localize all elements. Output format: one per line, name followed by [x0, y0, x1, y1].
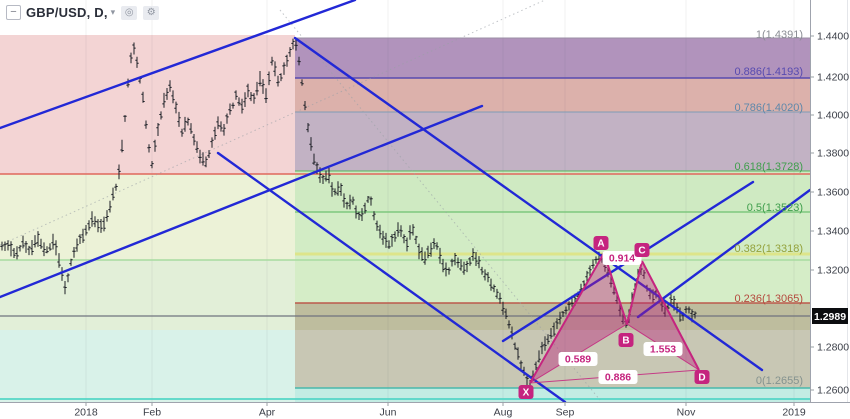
pattern-xabcd[interactable]: 0.914 0.589 0.886 1.553 X A B C D — [518, 236, 710, 399]
fib-band — [295, 38, 810, 78]
price-tick-label: 1.3400 — [817, 226, 849, 238]
trend-line[interactable] — [293, 36, 764, 372]
fib-label: 0.5(1.3523) — [747, 202, 803, 214]
pattern-badge-text: B — [622, 336, 629, 347]
price-tick-label: 1.4400 — [817, 31, 849, 43]
fib-band — [295, 254, 810, 303]
pattern-badge-B[interactable] — [618, 333, 634, 347]
pattern-badge-text: X — [523, 388, 530, 399]
chevron-down-icon[interactable]: ▾ — [110, 7, 116, 17]
fib-band — [295, 212, 810, 254]
pattern-ratio-text: 0.589 — [565, 354, 591, 366]
fib-label: 0.786(1.4020) — [735, 102, 804, 114]
time-tick-label: Sep — [556, 407, 575, 419]
time-tick-label: Nov — [677, 407, 696, 419]
pattern-leg[interactable] — [626, 260, 643, 325]
pattern-badge-X[interactable] — [518, 385, 534, 399]
price-tick-label: 1.3600 — [817, 187, 849, 199]
last-price-badge-text: 1.2989 — [814, 311, 846, 323]
pattern-badge-text: C — [638, 246, 645, 257]
fib-label: 0(1.2655) — [756, 375, 803, 387]
time-tick-label: Apr — [259, 407, 276, 419]
pattern-ratio-label — [558, 352, 598, 366]
last-price-badge — [812, 308, 848, 324]
pattern-ratio-label — [643, 342, 683, 356]
price-tick-label: 1.2600 — [817, 385, 849, 397]
fib-band — [295, 112, 810, 171]
symbol-title[interactable]: GBP/USD, D, — [26, 5, 108, 20]
fib-label: 0.382(1.3318) — [735, 243, 804, 255]
fib-band — [295, 330, 810, 388]
price-band — [0, 330, 295, 402]
ohlc-bars — [0, 38, 697, 389]
trend-line[interactable] — [0, 104, 484, 299]
fib-label: 0.886(1.4193) — [735, 66, 804, 78]
pattern-fill — [530, 253, 627, 383]
visibility-icon[interactable]: ◎ — [121, 5, 138, 20]
time-tick-label: Aug — [494, 407, 513, 419]
pattern-leg[interactable] — [529, 252, 605, 384]
time-axis-bg — [0, 402, 850, 419]
time-tick-label: 2019 — [782, 407, 806, 419]
price-band — [0, 260, 295, 330]
pattern-ratio-text: 0.886 — [605, 372, 631, 384]
collapse-icon[interactable]: − — [6, 5, 21, 20]
trend-line[interactable] — [0, 0, 357, 130]
pattern-ratio-text: 0.914 — [609, 253, 635, 265]
pattern-badge-text: A — [597, 239, 604, 250]
pattern-badge-C[interactable] — [634, 243, 650, 257]
fib-label: 0.236(1.3065) — [735, 293, 804, 305]
fib-band — [295, 171, 810, 212]
time-tick-label: Jun — [380, 407, 397, 419]
dotted-trendline[interactable] — [0, 0, 546, 246]
price-axis[interactable]: 1.4400 1.4200 1.4000 1.3800 1.3600 1.3400 1.32… — [810, 0, 850, 419]
plot-area[interactable]: 0.914 0.589 0.886 1.553 X A B C D 1(1.4391) 0.886(… — [0, 0, 810, 402]
price-axis-bg — [810, 0, 850, 419]
chart-legend: − GBP/USD, D, ▾ ◎ ⚙ — [6, 5, 160, 20]
fib-band — [295, 78, 810, 112]
price-tick-label: 1.4000 — [817, 110, 849, 122]
price-band — [0, 35, 295, 174]
pattern-ratio-label — [602, 251, 642, 265]
price-tick-label: 1.3200 — [817, 265, 849, 277]
time-tick-label: 2018 — [74, 407, 98, 419]
trend-line[interactable] — [216, 151, 567, 402]
fib-label: 0.618(1.3728) — [735, 161, 804, 173]
price-band — [0, 174, 295, 260]
dotted-trendline[interactable] — [279, 9, 601, 401]
pattern-badge-A[interactable] — [593, 236, 609, 250]
pattern-leg[interactable] — [641, 260, 700, 371]
fib-label: 1(1.4391) — [756, 29, 803, 41]
price-tick-label: 1.2800 — [817, 342, 849, 354]
price-tick-label: 1.4200 — [817, 72, 849, 84]
pattern-ratio-label — [598, 370, 638, 384]
time-tick-label: Feb — [143, 407, 161, 419]
price-tick-label: 1.3800 — [817, 148, 849, 160]
pattern-ratio-text: 1.553 — [650, 344, 676, 356]
pattern-badge-text: D — [698, 373, 705, 384]
settings-icon[interactable]: ⚙ — [143, 5, 160, 20]
trend-line[interactable] — [636, 188, 810, 319]
time-axis[interactable]: 2018 Feb Apr Jun Aug Sep Nov 2019 — [0, 402, 850, 419]
pattern-badge-D[interactable] — [694, 370, 710, 384]
